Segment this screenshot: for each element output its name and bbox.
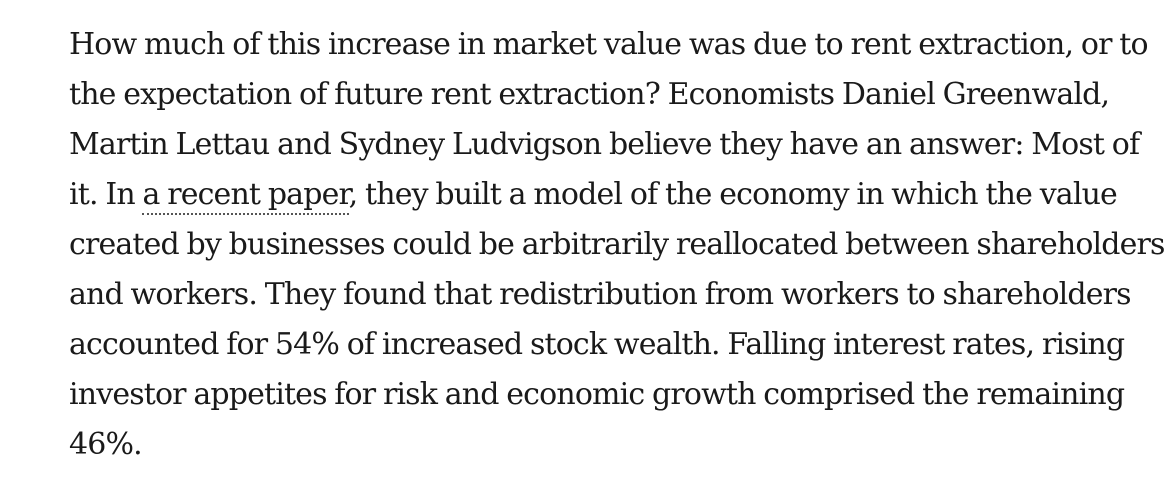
article-paragraph: How much of this increase in market valu… [69,20,1170,470]
paragraph-text: , they built a model of the economy in w… [348,177,1118,212]
recent-paper-link[interactable]: a recent paper [142,177,350,215]
paragraph-text: it. In [69,177,143,212]
paragraph-line: Martin Lettau and Sydney Ludvigson belie… [69,127,1140,162]
paragraph-line-with-link: it. In a recent paper, they built a mode… [69,170,1170,220]
paragraph-line: and workers. They found that redistribut… [69,277,1132,312]
paragraph-line: the expectation of future rent extractio… [69,77,1110,112]
paragraph-line: accounted for 54% of increased stock wea… [69,327,1125,362]
paragraph-line: investor appetites for risk and economic… [69,377,1125,412]
paragraph-line: 46%. [69,427,143,462]
paragraph-line: How much of this increase in market valu… [69,27,1149,62]
paragraph-line: created by businesses could be arbitrari… [69,227,1165,262]
